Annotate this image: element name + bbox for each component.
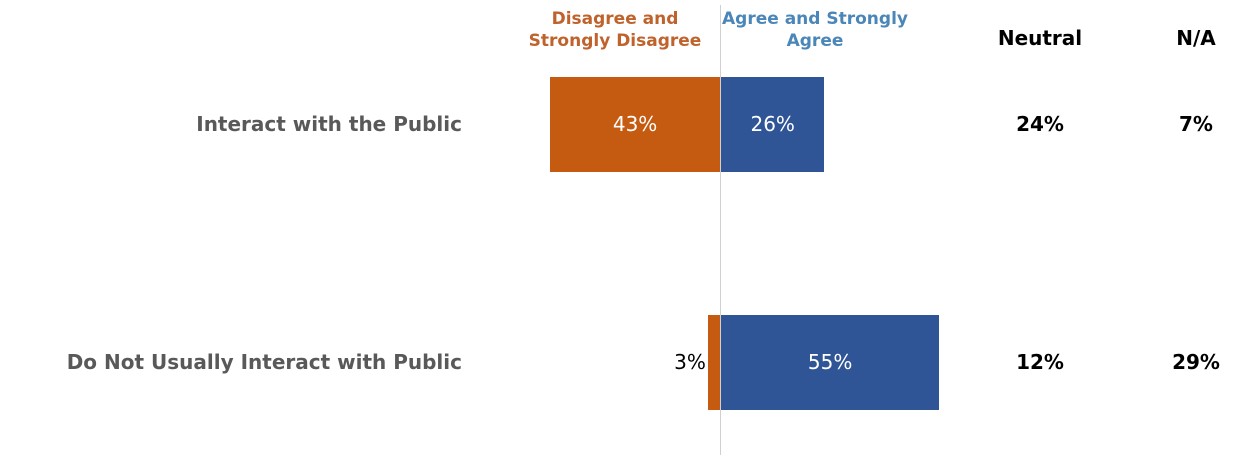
column-value: 24%: [1016, 112, 1064, 136]
legend-header: Disagree and Strongly Disagree: [528, 9, 702, 51]
column-value: 7%: [1179, 112, 1213, 136]
value-label: 43%: [612, 112, 658, 136]
column-value: 29%: [1172, 350, 1220, 374]
column-value: 12%: [1016, 350, 1064, 374]
bar: [721, 76, 824, 172]
column-header: Neutral: [997, 26, 1083, 50]
bar: [708, 314, 720, 410]
value-label: 55%: [807, 350, 853, 374]
value-label: 3%: [674, 350, 706, 374]
zero-line: [720, 5, 721, 455]
category-label: Interact with the Public: [196, 112, 462, 136]
column-header: N/A: [1176, 26, 1216, 50]
bar: [721, 314, 939, 410]
legend-header: Agree and Strongly Agree: [722, 9, 908, 51]
bar: [549, 76, 720, 172]
value-label: 26%: [750, 112, 795, 136]
category-label: Do Not Usually Interact with Public: [66, 350, 462, 374]
